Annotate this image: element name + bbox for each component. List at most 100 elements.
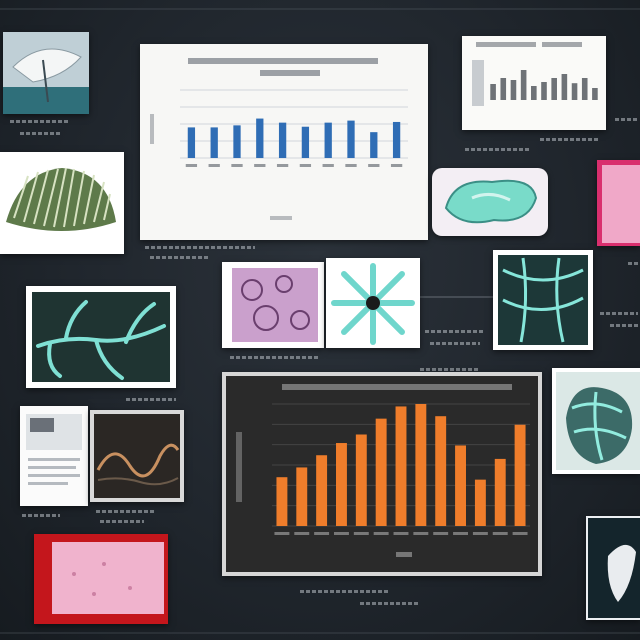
image-heart-structure[interactable] [552, 368, 640, 474]
bar [324, 122, 332, 158]
connector-line [420, 296, 500, 298]
image-red-pink-panel-art [52, 542, 164, 614]
bar [392, 121, 401, 158]
tick-label [274, 532, 290, 535]
caption-text [465, 148, 530, 151]
bar [531, 86, 537, 100]
image-document-page-art [26, 414, 82, 485]
bar-chart-dark-orange[interactable] [222, 372, 542, 576]
tick-label [472, 532, 488, 535]
bar [296, 467, 308, 526]
image-pink-panel-art [602, 165, 640, 243]
tick-label [299, 164, 312, 167]
image-ribbed-shell-art [6, 167, 116, 231]
caption-text [430, 342, 480, 345]
caption-text [610, 324, 638, 327]
image-wave-dark[interactable] [90, 410, 184, 502]
bar [541, 82, 547, 100]
bar [494, 458, 506, 526]
bar [510, 80, 517, 100]
image-radial-flower[interactable] [326, 258, 420, 348]
tick-label [276, 164, 289, 167]
image-purple-texture-art [232, 268, 318, 342]
tick-label [512, 532, 528, 535]
image-vein-network-left[interactable] [26, 286, 176, 388]
bar [474, 479, 486, 526]
bar [415, 404, 427, 526]
connector-line [0, 632, 640, 634]
caption-text [230, 356, 320, 359]
caption-text [145, 246, 255, 249]
bar [276, 477, 288, 526]
tick-label [185, 164, 198, 167]
bar [592, 88, 598, 100]
bar [520, 70, 527, 100]
image-blob-3d-art [444, 179, 538, 224]
image-purple-texture[interactable] [222, 262, 324, 348]
bar [581, 78, 588, 100]
tick-label [368, 164, 380, 167]
tick-label [453, 532, 468, 535]
caption-text [540, 138, 600, 141]
bar [455, 445, 466, 526]
tick-label [373, 532, 389, 535]
tick-label [294, 532, 310, 535]
bar [301, 126, 310, 158]
photo-leaf-sculpture-art [3, 32, 89, 114]
bar [278, 122, 287, 158]
bar [256, 118, 264, 158]
photo-leaf-sculpture[interactable] [3, 32, 89, 114]
bar-chart-light-small[interactable] [462, 36, 606, 130]
bar [435, 416, 447, 526]
image-vein-network-right-art [498, 255, 588, 345]
bar-chart-light-large[interactable] [140, 44, 428, 240]
chart-light-large-svg [150, 58, 408, 220]
bar [187, 127, 196, 158]
tick-label [492, 532, 508, 535]
chart-light-small-svg [472, 42, 598, 106]
tick-label [322, 164, 334, 167]
tick-label [231, 164, 243, 167]
caption-text [20, 132, 60, 135]
bar [514, 424, 526, 526]
image-ribbed-shell[interactable] [0, 152, 124, 254]
bar [316, 455, 328, 526]
caption-text [420, 368, 480, 371]
tick-label [254, 164, 266, 167]
caption-text [600, 312, 638, 315]
bar [233, 125, 241, 158]
tick-label [393, 532, 409, 535]
caption-text [300, 590, 390, 593]
image-wave-dark-art [94, 414, 180, 498]
caption-text [10, 120, 70, 123]
bar [370, 132, 378, 158]
caption-text [96, 510, 156, 513]
chart-dark-orange-svg [226, 376, 538, 572]
tick-label [345, 164, 357, 167]
photo-white-form[interactable] [586, 516, 640, 620]
image-heart-structure-art [556, 372, 640, 470]
image-blob-3d[interactable] [432, 168, 548, 236]
image-red-pink-panel[interactable] [34, 534, 168, 624]
tick-label [390, 164, 403, 167]
caption-text [126, 398, 176, 401]
caption-text [628, 262, 640, 265]
caption-text [425, 330, 485, 333]
photo-white-form-art [588, 518, 640, 618]
bar [336, 443, 347, 526]
caption-text [150, 256, 210, 259]
image-vein-network-right[interactable] [493, 250, 593, 350]
image-document-page[interactable] [20, 406, 88, 506]
caption-text [615, 118, 637, 121]
bar [355, 434, 367, 526]
bar [395, 406, 407, 526]
tick-label [413, 532, 429, 535]
tick-label [314, 532, 330, 535]
caption-text [22, 514, 60, 517]
image-radial-flower-art [331, 263, 415, 345]
tick-label [433, 532, 449, 535]
connector-line [0, 8, 640, 10]
image-pink-panel[interactable] [597, 160, 640, 246]
tick-label [208, 164, 220, 167]
